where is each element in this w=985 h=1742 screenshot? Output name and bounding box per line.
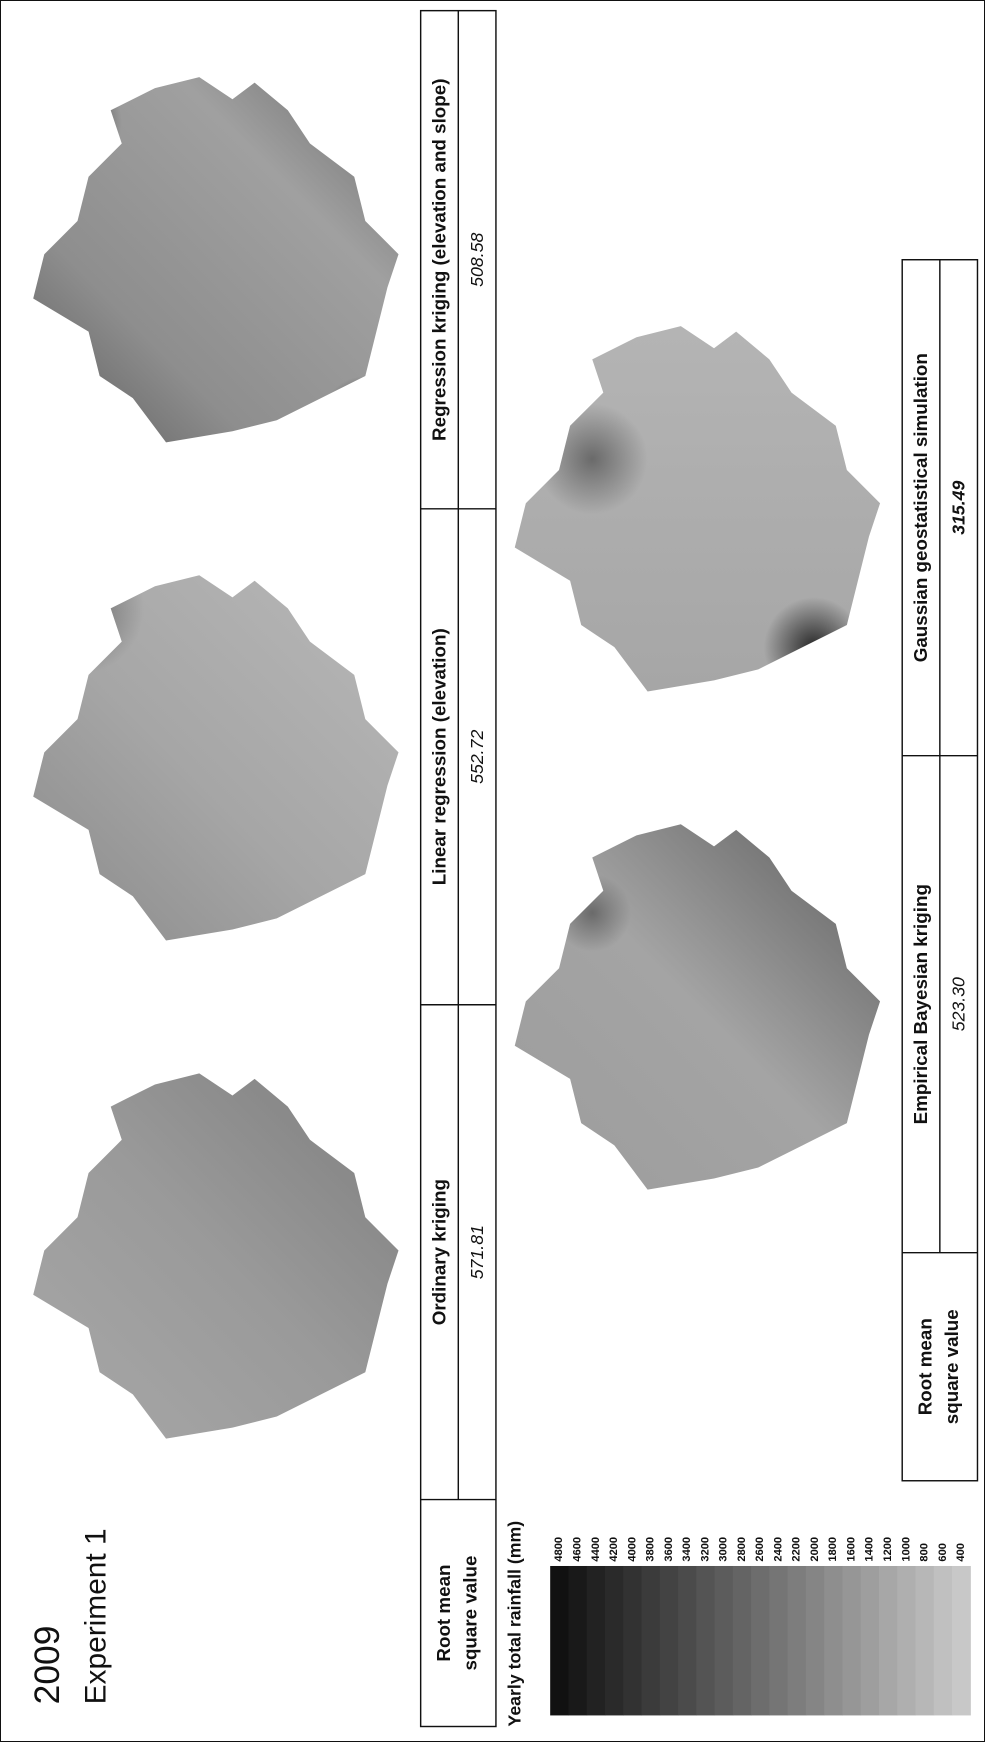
legend-swatch (715, 1566, 734, 1715)
legend-label: 1400 (864, 1537, 876, 1562)
map-feature (321, 376, 410, 465)
legend-swatch (568, 1566, 587, 1715)
legend-label: 4600 (571, 1537, 583, 1562)
year: 2009 (27, 1626, 67, 1705)
legend-label: 4200 (608, 1537, 620, 1562)
map-surface (33, 77, 398, 442)
legend-swatch (952, 1566, 971, 1715)
row-label: square value (460, 1556, 481, 1671)
legend-swatch (605, 1566, 624, 1715)
rmse-value: 508.58 (467, 233, 487, 287)
legend-label: 4400 (590, 1537, 602, 1562)
legend-swatch (824, 1566, 843, 1715)
legend-swatch (550, 1566, 569, 1715)
method-name: Linear regression (elevation) (429, 628, 450, 885)
row-label: Root mean (915, 1318, 936, 1415)
map-feature (537, 404, 648, 515)
method-name: Gaussian geostatistical simulation (910, 353, 931, 662)
map (11, 66, 410, 465)
map-feature (11, 542, 144, 675)
legend-label: 800 (919, 1543, 931, 1561)
legend-label: 2600 (754, 1537, 766, 1562)
legend-label: 3400 (681, 1537, 693, 1562)
legend-swatch (733, 1566, 752, 1715)
legend-label: 3000 (718, 1537, 730, 1562)
legend-swatch (587, 1566, 606, 1715)
map-feature (764, 597, 864, 697)
legend-label: 1600 (845, 1537, 857, 1562)
legend-label: 2000 (809, 1537, 821, 1562)
rmse-value: 552.72 (467, 730, 487, 784)
row-label: square value (941, 1309, 962, 1424)
legend-label: 1800 (827, 1537, 839, 1562)
map (515, 824, 880, 1189)
legend-swatch (861, 1566, 880, 1715)
legend-swatch (696, 1566, 715, 1715)
map-feature (554, 874, 631, 951)
legend-swatch (642, 1566, 661, 1715)
map (515, 326, 880, 697)
map (11, 542, 398, 941)
legend-swatch (806, 1566, 825, 1715)
map (33, 1073, 398, 1438)
map-surface (33, 1073, 398, 1438)
legend-label: 3600 (663, 1537, 675, 1562)
method-name: Ordinary kriging (429, 1179, 450, 1325)
legend-swatch (915, 1566, 934, 1715)
legend-label: 4800 (553, 1537, 565, 1562)
legend-label: 2800 (736, 1537, 748, 1562)
legend-label: 3200 (699, 1537, 711, 1562)
legend-swatch (897, 1566, 916, 1715)
rmse-value: 315.49 (948, 480, 968, 534)
legend-swatch (678, 1566, 697, 1715)
legend-label: 1000 (900, 1537, 912, 1562)
legend-label: 1200 (882, 1537, 894, 1562)
method-name: Regression kriging (elevation and slope) (429, 79, 450, 441)
legend-swatch (623, 1566, 642, 1715)
method-name: Empirical Bayesian kriging (910, 884, 931, 1124)
legend-title: Yearly total rainfall (mm) (505, 1521, 525, 1727)
map-surface (515, 824, 880, 1189)
legend-label: 2400 (772, 1537, 784, 1562)
legend-swatch (934, 1566, 953, 1715)
rmse-value: 571.81 (467, 1225, 487, 1279)
legend-swatch (660, 1566, 679, 1715)
legend-swatch (769, 1566, 788, 1715)
legend-label: 400 (955, 1543, 967, 1561)
legend-label: 2200 (791, 1537, 803, 1562)
legend-label: 4000 (626, 1537, 638, 1562)
rmse-value: 523.30 (948, 977, 968, 1031)
legend-swatch (879, 1566, 898, 1715)
legend-swatch (842, 1566, 861, 1715)
experiment: Experiment 1 (79, 1528, 112, 1704)
row-label: Root mean (433, 1564, 454, 1661)
map-surface (33, 575, 398, 940)
legend-label: 3800 (645, 1537, 657, 1562)
legend-label: 600 (937, 1543, 949, 1561)
legend-swatch (751, 1566, 770, 1715)
figure: 2009 Experiment 1 Root meansquare valueO… (0, 0, 985, 1742)
map-feature (11, 66, 122, 177)
legend-swatch (788, 1566, 807, 1715)
